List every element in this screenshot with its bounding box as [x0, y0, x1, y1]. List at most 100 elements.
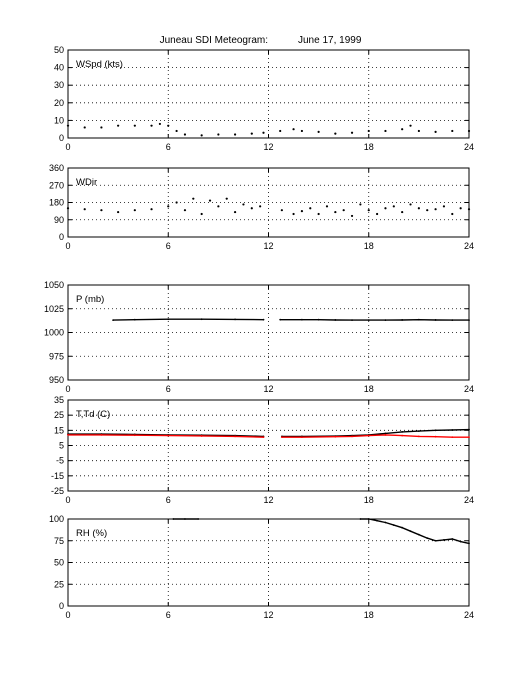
data-point — [67, 433, 69, 436]
data-point — [262, 436, 265, 439]
x-tick-label: 18 — [364, 495, 374, 505]
series-0 — [66, 122, 471, 137]
y-tick-label: 25 — [54, 410, 64, 420]
data-point — [100, 209, 103, 212]
data-point — [279, 129, 282, 133]
data-point — [350, 131, 354, 134]
data-point — [434, 319, 437, 321]
panel-1: 0 6 12 18 24 0 90 180 270 360 WDir — [49, 163, 474, 251]
y-tick-label: 180 — [49, 198, 64, 208]
data-point — [197, 518, 200, 520]
data-point — [217, 205, 220, 208]
data-point — [225, 197, 228, 200]
data-point — [334, 319, 337, 321]
data-point — [309, 207, 312, 210]
series-line — [113, 318, 469, 321]
data-point — [208, 199, 212, 202]
data-point — [172, 518, 175, 520]
data-point — [158, 122, 161, 126]
data-point — [409, 530, 412, 533]
data-point — [359, 518, 362, 520]
data-point — [262, 318, 265, 321]
data-point — [250, 207, 253, 210]
x-tick-label: 12 — [263, 495, 273, 505]
data-point — [434, 130, 437, 133]
y-tick-label: 40 — [54, 63, 64, 73]
data-point — [301, 436, 303, 439]
data-point — [459, 207, 462, 210]
panel-label: WDir — [76, 177, 97, 188]
data-point — [279, 318, 282, 321]
data-point — [459, 540, 462, 543]
data-point — [401, 319, 404, 321]
y-tick-label: 75 — [54, 536, 64, 546]
y-tick-label: 25 — [54, 579, 64, 589]
data-point — [417, 207, 420, 210]
data-point — [401, 430, 404, 433]
data-point — [175, 201, 178, 204]
panel-label: P (mb) — [76, 294, 104, 305]
x-tick-label: 0 — [65, 241, 70, 251]
data-point — [167, 205, 170, 208]
data-point — [434, 208, 437, 211]
y-tick-label: 90 — [54, 215, 64, 225]
y-tick-label: 30 — [54, 80, 64, 90]
x-tick-label: 6 — [166, 610, 171, 620]
y-tick-label: 1025 — [44, 304, 64, 314]
data-point — [234, 435, 236, 438]
data-point — [417, 318, 420, 321]
x-tick-label: 12 — [263, 142, 273, 152]
data-point — [367, 319, 370, 322]
panel-label: T,Td (C) — [76, 409, 110, 420]
y-tick-label: 0 — [59, 232, 64, 242]
data-point — [451, 129, 454, 133]
data-point — [417, 430, 420, 432]
data-point — [468, 436, 470, 439]
data-point — [384, 207, 387, 210]
data-point — [409, 203, 412, 206]
data-point — [434, 429, 437, 432]
data-point — [317, 130, 320, 133]
x-tick-label: 12 — [263, 610, 273, 620]
x-tick-label: 24 — [464, 495, 474, 505]
data-point — [376, 519, 379, 522]
data-point — [409, 124, 412, 127]
data-point — [467, 208, 471, 211]
data-point — [334, 210, 337, 214]
data-point — [167, 124, 170, 127]
data-point — [242, 203, 245, 206]
figure-title: Juneau SDI Meteogram: — [160, 35, 268, 46]
data-point — [442, 205, 446, 208]
series-0 — [172, 518, 470, 545]
panel-0: 0 6 12 18 24 0 10 20 30 40 50 WSpd (kts) — [54, 45, 474, 152]
x-tick-label: 18 — [364, 384, 374, 394]
data-point — [468, 319, 470, 322]
x-tick-label: 6 — [166, 142, 171, 152]
data-point — [192, 197, 195, 200]
x-tick-label: 18 — [364, 142, 374, 152]
panel-3: 0 6 12 18 24 -25 -15 -5 5 15 25 35 T,Td (C) — [51, 395, 474, 505]
y-tick-label: -25 — [51, 486, 64, 496]
data-point — [200, 318, 203, 321]
data-point — [392, 205, 395, 208]
data-point — [83, 208, 86, 211]
data-point — [367, 209, 370, 212]
x-tick-label: 0 — [65, 610, 70, 620]
data-point — [184, 518, 186, 520]
data-point — [175, 129, 178, 133]
data-point — [100, 126, 103, 129]
data-point — [167, 318, 170, 321]
panel-4: 0 6 12 18 24 0 25 50 75 100 RH (%) — [49, 514, 474, 620]
data-point — [133, 434, 136, 437]
data-point — [351, 319, 353, 322]
data-point — [417, 129, 420, 133]
data-point — [325, 205, 329, 208]
data-point — [100, 433, 103, 436]
x-tick-label: 18 — [364, 241, 374, 251]
data-point — [250, 132, 253, 135]
data-point — [200, 134, 203, 137]
data-point — [443, 538, 445, 541]
data-point — [434, 539, 437, 542]
x-tick-label: 0 — [65, 495, 70, 505]
x-tick-label: 24 — [464, 384, 474, 394]
